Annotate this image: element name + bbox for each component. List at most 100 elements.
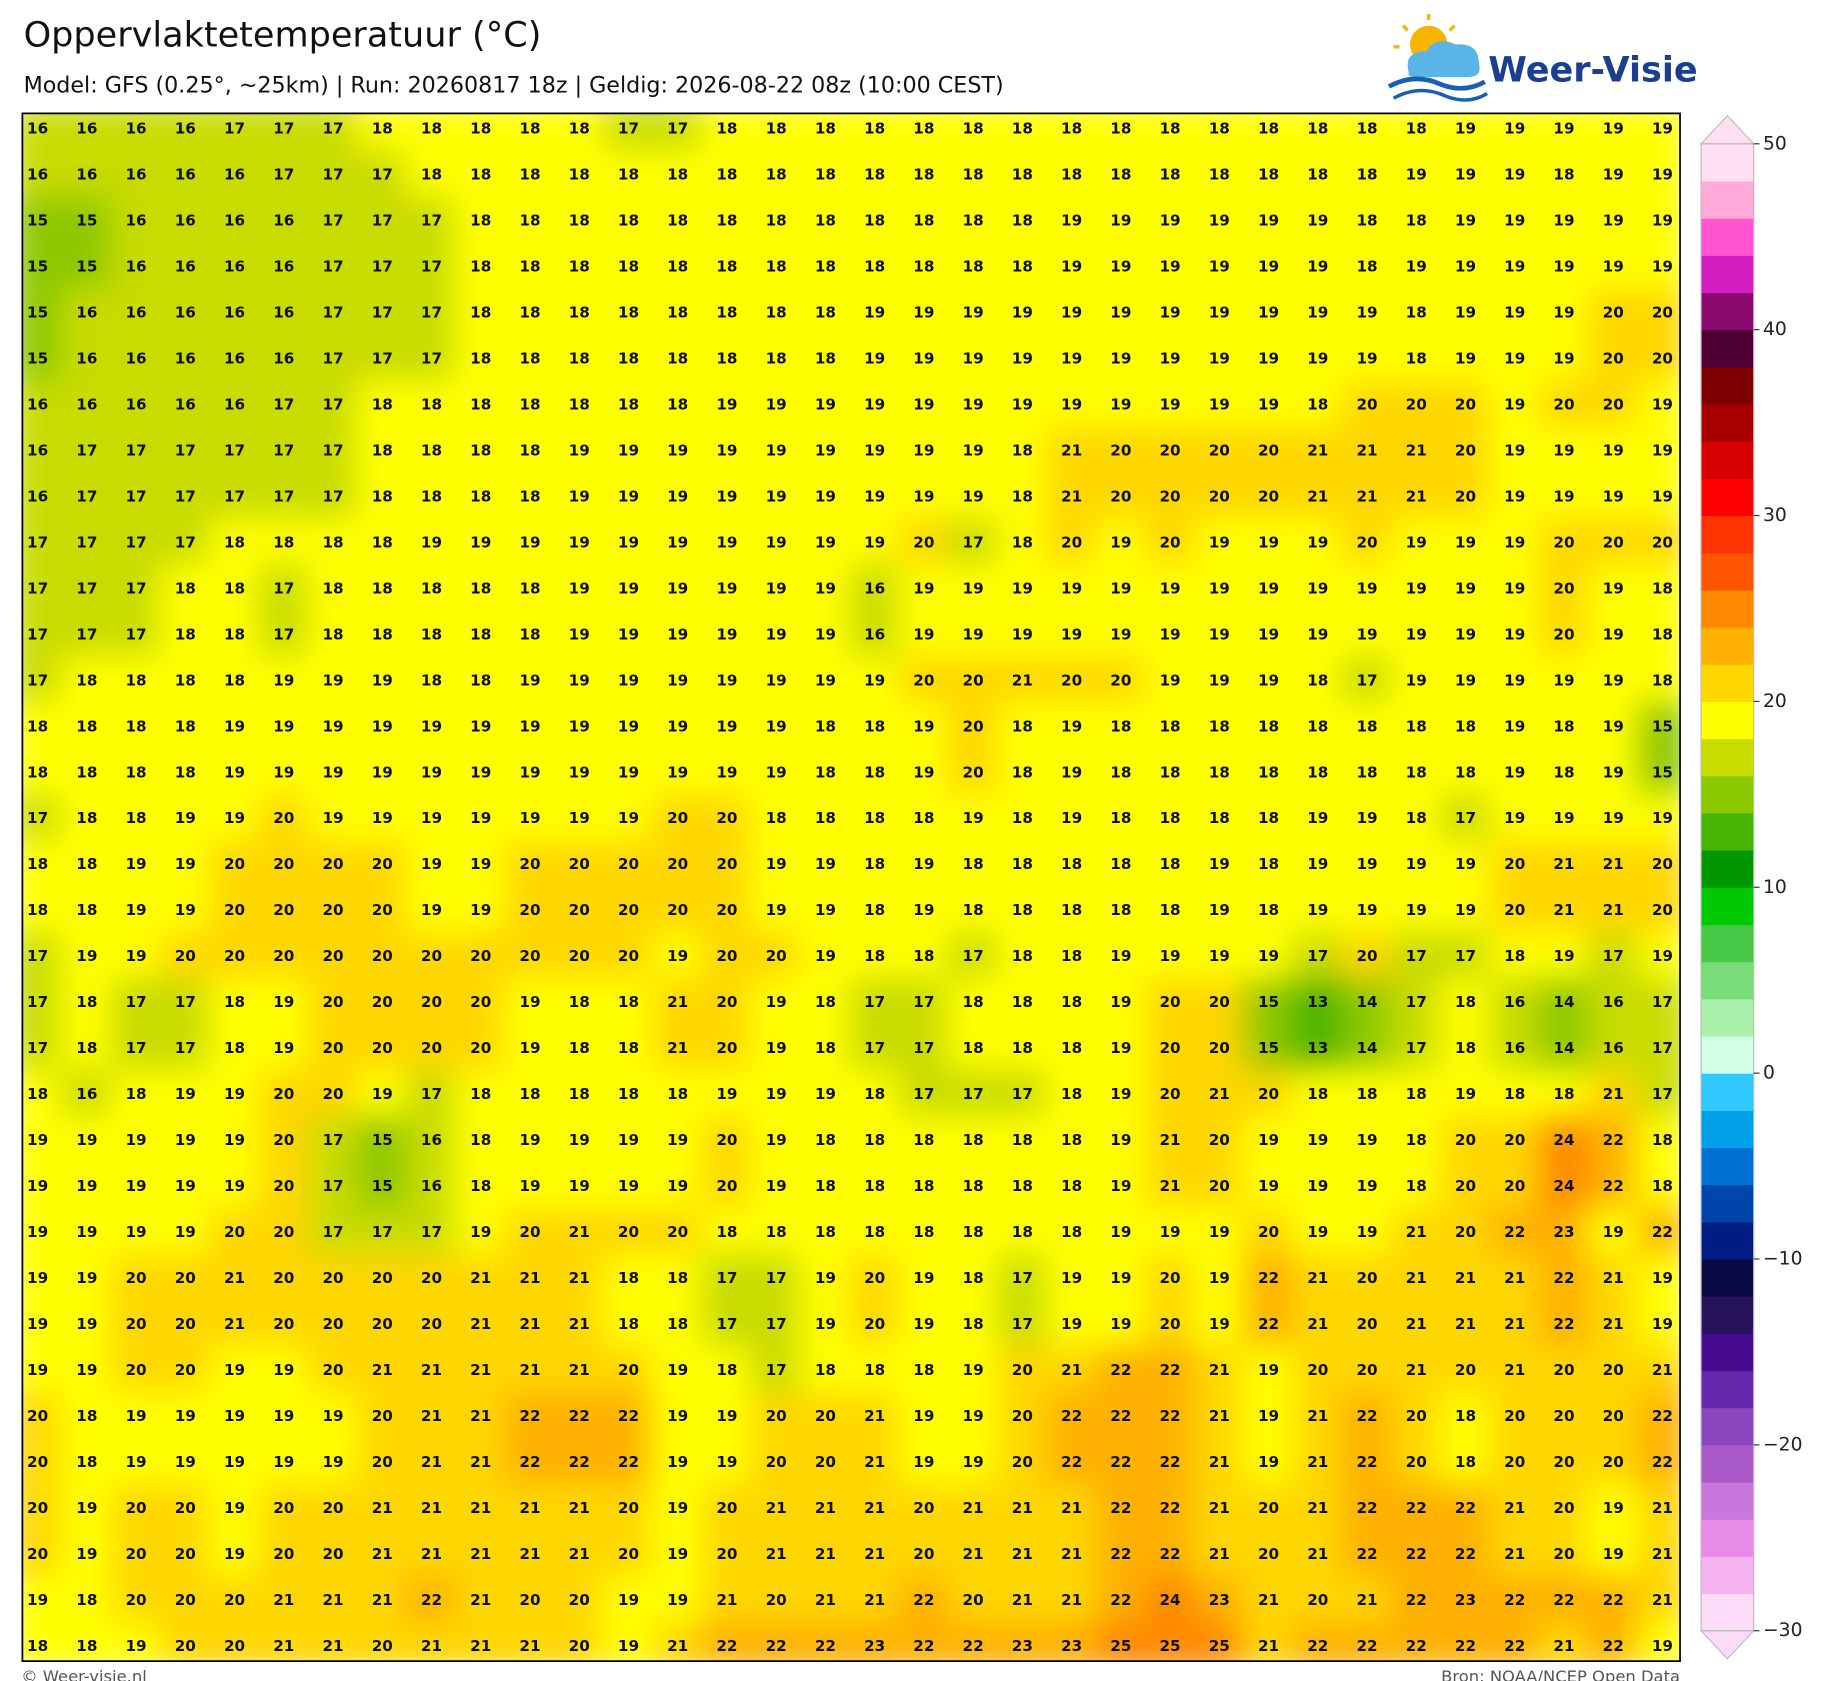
temperature-cell [996, 150, 1049, 199]
temperature-label: 18 [76, 671, 97, 689]
temperature-cell [454, 1299, 507, 1349]
temperature-label: 19 [1159, 395, 1180, 413]
temperature-cell [848, 1529, 901, 1579]
temperature-cell [110, 1391, 162, 1441]
temperature-label: 19 [1553, 671, 1574, 689]
temperature-label: 19 [1209, 579, 1230, 597]
colorbar-band [1701, 1184, 1754, 1223]
temperature-label: 18 [667, 258, 688, 276]
temperature-label: 19 [569, 809, 590, 827]
temperature-label: 20 [519, 1223, 540, 1241]
temperature-label: 17 [1406, 1039, 1427, 1057]
temperature-label: 19 [1110, 1085, 1131, 1103]
temperature-label: 22 [1553, 1591, 1574, 1609]
temperature-cell [504, 564, 556, 613]
temperature-label: 15 [372, 1131, 393, 1149]
temperature-cell [257, 288, 310, 337]
temperature-label: 18 [224, 671, 245, 689]
temperature-label: 17 [175, 533, 196, 551]
temperature-cell [898, 1345, 950, 1395]
temperature-label: 21 [1652, 1361, 1673, 1379]
temperature-cell [405, 1391, 458, 1441]
temperature-label: 21 [519, 1499, 540, 1517]
temperature-cell [1045, 426, 1098, 475]
temperature-cell [208, 1437, 261, 1487]
temperature-label: 19 [1652, 395, 1673, 413]
temperature-label: 18 [569, 212, 590, 230]
temperature-label: 18 [963, 120, 984, 138]
temperature-cell [996, 113, 1049, 153]
temperature-cell [651, 794, 704, 843]
temperature-label: 21 [815, 1545, 836, 1563]
temperature-label: 19 [1455, 120, 1476, 138]
temperature-label: 20 [963, 717, 984, 735]
temperature-field [22, 113, 1681, 1662]
temperature-cell [1488, 1069, 1541, 1119]
temperature-label: 19 [1012, 349, 1033, 367]
temperature-label: 17 [322, 1131, 343, 1149]
temperature-cell [356, 196, 409, 245]
temperature-label: 17 [76, 579, 97, 597]
temperature-label: 20 [667, 1223, 688, 1241]
temperature-cell [1095, 840, 1147, 889]
temperature-label: 21 [1553, 855, 1574, 873]
temperature-label: 18 [1652, 625, 1673, 643]
temperature-label: 22 [1159, 1361, 1180, 1379]
temperature-cell [1291, 886, 1344, 935]
temperature-cell [356, 113, 409, 153]
temperature-label: 19 [1455, 901, 1476, 919]
temperature-label: 20 [716, 1499, 737, 1517]
temperature-label: 18 [1061, 855, 1082, 873]
temperature-cell [553, 1621, 606, 1662]
temperature-cell [602, 380, 655, 429]
temperature-cell [1636, 1115, 1681, 1165]
temperature-label: 16 [224, 212, 245, 230]
temperature-label: 19 [1258, 1131, 1279, 1149]
temperature-label: 19 [175, 855, 196, 873]
temperature-cell [602, 1437, 655, 1487]
temperature-label: 19 [1258, 533, 1279, 551]
temperature-cell [1439, 1115, 1492, 1165]
temperature-label: 20 [766, 1591, 787, 1609]
temperature-cell [1095, 113, 1147, 153]
temperature-cell [898, 150, 950, 199]
temperature-label: 18 [569, 1039, 590, 1057]
temperature-cell [405, 1253, 458, 1303]
temperature-label: 18 [1061, 120, 1082, 138]
temperature-cell [1439, 564, 1492, 613]
temperature-cell [947, 1253, 999, 1303]
temperature-cell [356, 1621, 409, 1662]
temperature-label: 16 [27, 166, 48, 184]
temperature-cell [848, 472, 901, 521]
temperature-label: 18 [766, 349, 787, 367]
temperature-cell [1242, 1207, 1295, 1257]
temperature-cell [504, 334, 556, 383]
temperature-label: 22 [1553, 1315, 1574, 1333]
temperature-label: 19 [716, 579, 737, 597]
temperature-cell [1390, 1621, 1443, 1662]
temperature-label: 21 [470, 1637, 491, 1655]
temperature-label: 19 [1110, 947, 1131, 965]
temperature-label: 18 [519, 212, 540, 230]
temperature-label: 24 [1553, 1131, 1574, 1149]
temperature-label: 19 [963, 487, 984, 505]
temperature-label: 17 [126, 533, 147, 551]
temperature-cell [1488, 886, 1541, 935]
temperature-cell [1045, 1345, 1098, 1395]
temperature-cell [602, 702, 655, 751]
temperature-label: 17 [864, 993, 885, 1011]
temperature-label: 20 [372, 1637, 393, 1655]
temperature-label: 18 [470, 441, 491, 459]
temperature-label: 19 [1504, 625, 1525, 643]
temperature-label: 18 [27, 763, 48, 781]
temperature-label: 20 [175, 1545, 196, 1563]
temperature-cell [750, 932, 802, 981]
temperature-label: 19 [667, 441, 688, 459]
temperature-cell [22, 1483, 64, 1533]
temperature-label: 19 [1061, 763, 1082, 781]
temperature-label: 19 [1209, 947, 1230, 965]
temperature-label: 21 [1455, 1315, 1476, 1333]
temperature-label: 15 [1258, 1039, 1279, 1057]
temperature-label: 20 [1603, 1361, 1624, 1379]
temperature-label: 20 [519, 947, 540, 965]
